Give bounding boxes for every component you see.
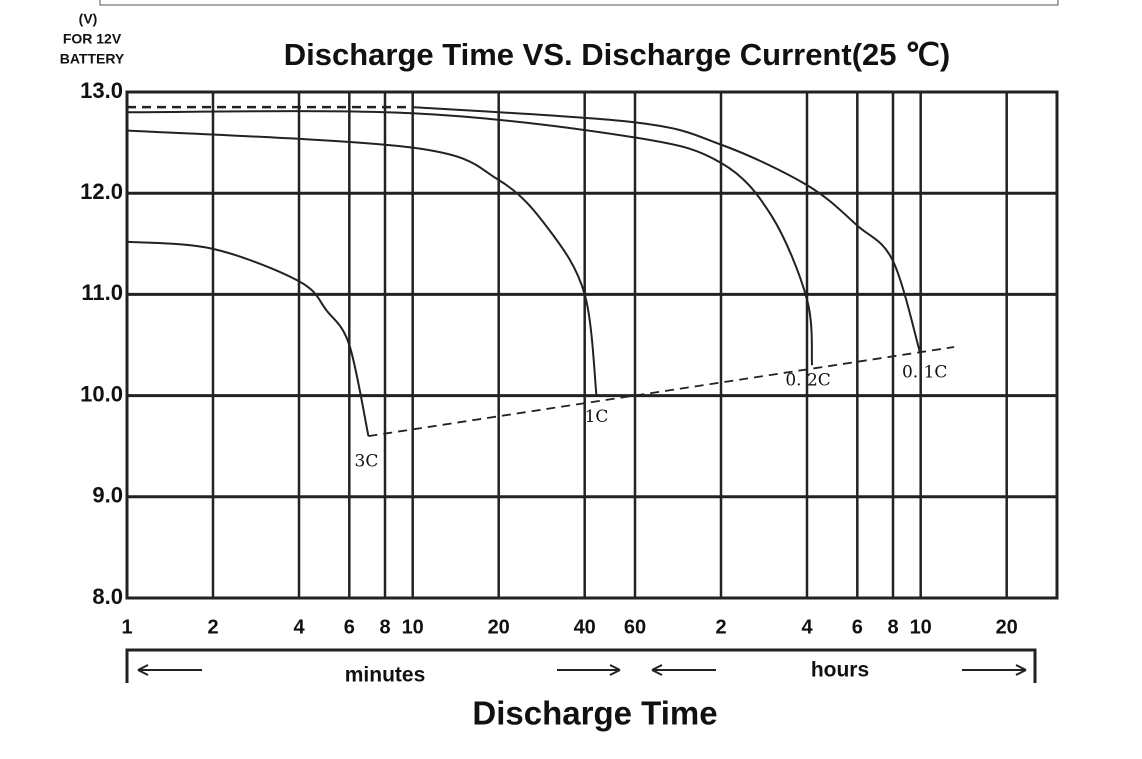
arrows — [137, 664, 1027, 676]
x-tick-label: 2 — [207, 616, 218, 638]
curve-label: 3C — [355, 452, 379, 472]
x-bracket — [125, 648, 1037, 683]
x-axis-label: Discharge Time — [472, 695, 717, 732]
x-tick-label: 10 — [402, 616, 424, 638]
y-tick-label: 9.0 — [92, 483, 123, 508]
plot-frame — [125, 90, 1059, 600]
x-tick-label: 6 — [852, 616, 863, 638]
x-tick-label: 2 — [715, 616, 726, 638]
curve — [412, 106, 922, 356]
curve-label: 0. 1C — [902, 363, 947, 383]
x-tick-label: 20 — [996, 616, 1018, 638]
x-tick-label: 4 — [293, 616, 305, 638]
chart-title: Discharge Time VS. Discharge Current(25 … — [284, 37, 951, 72]
y-label: (V) — [79, 11, 98, 27]
x-tick-label: 4 — [801, 616, 813, 638]
x-tick-label: 6 — [344, 616, 355, 638]
y-label: FOR 12V — [63, 31, 122, 47]
x-tick-label: 40 — [574, 616, 596, 638]
top-frame — [99, 0, 1059, 6]
curve — [126, 129, 598, 396]
y-tick-label: 8.0 — [92, 584, 123, 609]
curve — [126, 110, 814, 366]
x-tick-label: 60 — [624, 616, 646, 638]
curve-label: 1C — [585, 407, 609, 427]
y-label: BATTERY — [60, 51, 125, 67]
y-tick-label: 10.0 — [80, 381, 123, 406]
curve — [126, 240, 370, 437]
x-tick-label: 1 — [121, 616, 132, 638]
y-tick-label: 11.0 — [81, 280, 123, 305]
x-tick-label: 10 — [910, 616, 932, 638]
y-tick-label: 13.0 — [80, 78, 123, 103]
y-tick-label: 12.0 — [80, 179, 123, 204]
curve-label: 0. 2C — [785, 371, 830, 391]
x-tick-label: 8 — [379, 616, 390, 638]
unit-label: minutes — [345, 664, 426, 687]
unit-label: hours — [811, 659, 869, 682]
x-tick-label: 20 — [488, 616, 510, 638]
x-tick-label: 8 — [887, 616, 898, 638]
dashed-line — [368, 346, 955, 437]
